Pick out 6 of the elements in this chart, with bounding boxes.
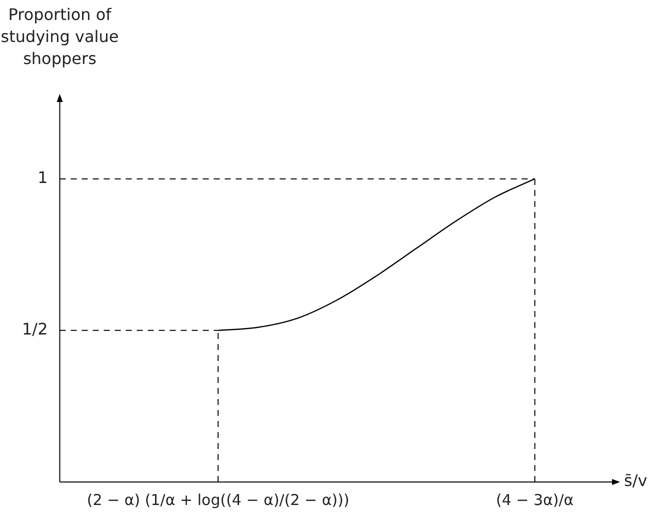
y-tick-label: 1/2 bbox=[22, 320, 48, 339]
y-axis-title: Proportion of studying value shoppers bbox=[0, 4, 120, 70]
x-tick-label: (4 − 3α)/α bbox=[496, 490, 574, 509]
x-axis-title: s̄/v bbox=[624, 471, 648, 490]
x-tick-label: (2 − α) (1/α + log((4 − α)/(2 − α))) bbox=[86, 490, 350, 509]
y-tick-label: 1 bbox=[38, 168, 48, 187]
